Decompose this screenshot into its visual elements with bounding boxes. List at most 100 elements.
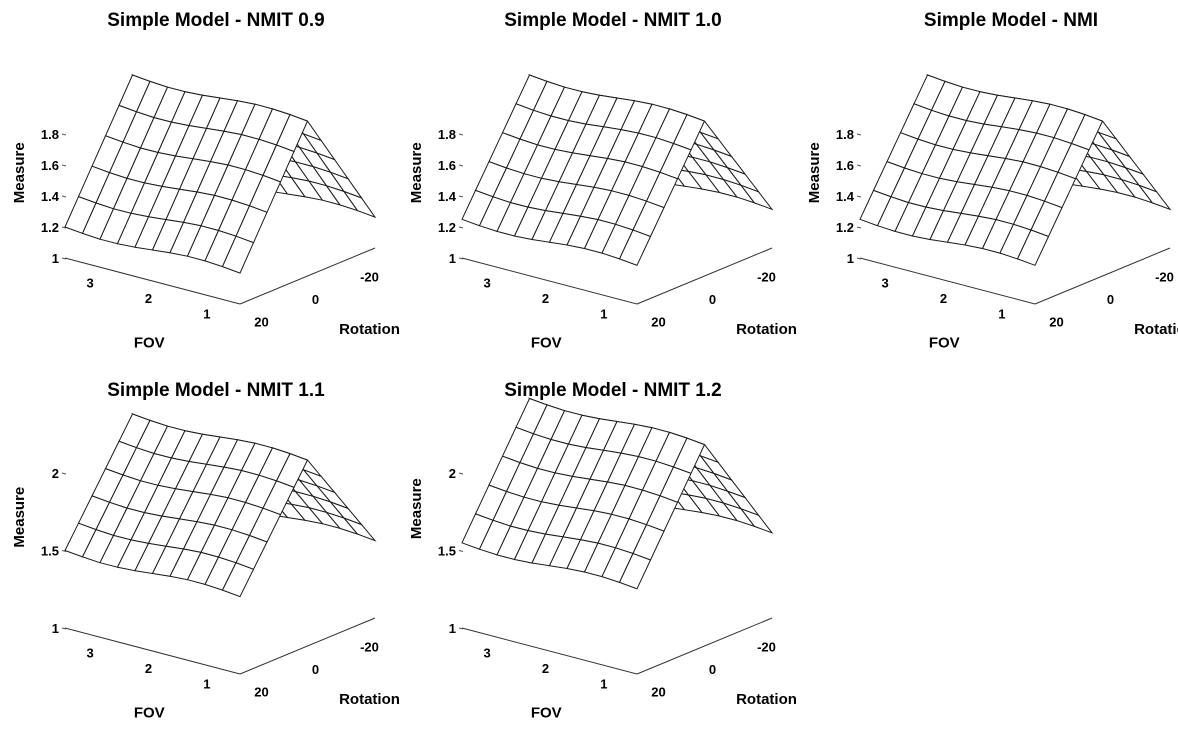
chart-panel-3: Simple Model - NMI 3 2 1 20 0 -20 1 1.2 1.4 1.6 1.8… bbox=[795, 0, 1178, 360]
surface-mesh bbox=[65, 414, 375, 597]
rotation-tick-label: 20 bbox=[651, 684, 665, 699]
surface-plot: Simple Model - NMIT 1.2 3 2 1 20 0 -20 1 1.5 2 FOV… bbox=[397, 370, 789, 730]
rotation-tick-label: -20 bbox=[757, 270, 776, 285]
fov-axis-label: FOV bbox=[531, 334, 562, 351]
fov-tick-label: 3 bbox=[882, 276, 889, 291]
measure-tick-mark bbox=[62, 196, 66, 197]
measure-axis-label: Measure bbox=[408, 142, 425, 203]
measure-tick-mark bbox=[459, 473, 463, 474]
measure-tick-label: 1.6 bbox=[438, 158, 456, 173]
fov-tick-label: 1 bbox=[600, 306, 607, 321]
chart-panel-1: Simple Model - NMIT 0.9 3 2 1 20 0 -20 1 1.2 1.4 1… bbox=[0, 0, 392, 360]
measure-tick-mark bbox=[857, 227, 861, 228]
measure-tick-mark bbox=[459, 134, 463, 135]
fov-tick-label: 3 bbox=[87, 646, 94, 661]
measure-axis-label: Measure bbox=[11, 487, 28, 548]
rotation-axis-line bbox=[637, 618, 772, 674]
measure-axis-label: Measure bbox=[11, 142, 28, 203]
fov-tick-label: 1 bbox=[203, 306, 210, 321]
measure-axis-label: Measure bbox=[806, 142, 823, 203]
measure-tick-label: 1 bbox=[449, 251, 456, 266]
measure-tick-label: 1.6 bbox=[836, 158, 854, 173]
rotation-axis-line bbox=[1035, 248, 1170, 304]
rotation-axis-line bbox=[240, 618, 375, 674]
rotation-tick-label: 20 bbox=[651, 314, 665, 329]
measure-tick-label: 1.6 bbox=[41, 158, 59, 173]
surface-plot: Simple Model - NMIT 1.0 3 2 1 20 0 -20 1 1.2 1.4 1… bbox=[397, 0, 789, 360]
measure-tick-label: 1.8 bbox=[438, 127, 456, 142]
rotation-tick-label: -20 bbox=[360, 640, 379, 655]
measure-tick-mark bbox=[459, 165, 463, 166]
measure-tick-mark bbox=[62, 473, 66, 474]
measure-tick-label: 1 bbox=[52, 251, 59, 266]
fov-tick-label: 3 bbox=[484, 276, 491, 291]
rotation-tick-label: 20 bbox=[254, 684, 268, 699]
surface-mesh bbox=[462, 399, 772, 589]
surface-mesh bbox=[860, 75, 1170, 265]
measure-tick-label: 1.2 bbox=[836, 220, 854, 235]
fov-tick-label: 3 bbox=[87, 276, 94, 291]
surface-plot: Simple Model - NMIT 0.9321200-2011.21.41… bbox=[0, 0, 392, 360]
measure-tick-mark bbox=[459, 227, 463, 228]
fov-tick-label: 2 bbox=[542, 661, 549, 676]
measure-tick-label: 1.4 bbox=[836, 189, 855, 204]
rotation-tick-label: 20 bbox=[1049, 314, 1063, 329]
rotation-tick-label: 0 bbox=[709, 662, 716, 677]
fov-tick-label: 2 bbox=[145, 291, 152, 306]
chart-title: Simple Model - NMIT 0.9 bbox=[107, 10, 324, 31]
measure-tick-label: 2 bbox=[52, 466, 59, 481]
measure-tick-label: 2 bbox=[449, 466, 456, 481]
fov-tick-label: 2 bbox=[145, 661, 152, 676]
chart-panel-2: Simple Model - NMIT 1.0 3 2 1 20 0 -20 1 1.2 1.4 1… bbox=[397, 0, 789, 360]
measure-tick-label: 1.5 bbox=[41, 544, 59, 559]
measure-tick-label: 1.4 bbox=[438, 189, 457, 204]
measure-tick-label: 1 bbox=[847, 251, 854, 266]
measure-tick-label: 1.4 bbox=[41, 189, 60, 204]
measure-tick-mark bbox=[459, 551, 463, 552]
fov-axis-label: FOV bbox=[929, 334, 960, 351]
measure-tick-mark bbox=[62, 165, 66, 166]
measure-tick-label: 1 bbox=[449, 621, 456, 636]
fov-axis-label: FOV bbox=[531, 704, 562, 721]
fov-tick-label: 2 bbox=[542, 291, 549, 306]
fov-axis-label: FOV bbox=[134, 334, 165, 351]
rotation-axis-label: Rotation bbox=[1134, 321, 1178, 338]
fov-tick-label: 1 bbox=[998, 306, 1005, 321]
measure-axis-label: Measure bbox=[408, 478, 425, 539]
chart-title: Simple Model - NMIT 1.2 bbox=[504, 380, 721, 401]
rotation-axis-label: Rotation bbox=[736, 321, 797, 338]
measure-tick-label: 1 bbox=[52, 621, 59, 636]
rotation-tick-label: 20 bbox=[254, 314, 268, 329]
chart-title: Simple Model - NMIT 1.1 bbox=[107, 380, 325, 401]
measure-tick-mark bbox=[857, 134, 861, 135]
measure-tick-label: 1.8 bbox=[836, 127, 854, 142]
rotation-tick-label: 0 bbox=[312, 292, 319, 307]
measure-tick-mark bbox=[459, 196, 463, 197]
rotation-tick-label: -20 bbox=[1155, 270, 1174, 285]
fov-axis-label: FOV bbox=[134, 704, 165, 721]
measure-tick-label: 1.5 bbox=[438, 544, 456, 559]
rotation-axis-line bbox=[240, 248, 375, 304]
measure-tick-label: 1.2 bbox=[438, 220, 456, 235]
chart-title: Simple Model - NMI bbox=[924, 10, 1098, 31]
surface-plot: Simple Model - NMIT 1.1 3 2 1 20 0 -20 1 1.5 2 FOV… bbox=[0, 370, 392, 730]
fov-tick-label: 1 bbox=[203, 676, 210, 691]
surface-plot: Simple Model - NMI 3 2 1 20 0 -20 1 1.2 1.4 1.6 1.8… bbox=[795, 0, 1178, 360]
fov-tick-label: 2 bbox=[940, 291, 947, 306]
measure-tick-label: 1.2 bbox=[41, 220, 59, 235]
rotation-tick-label: 0 bbox=[709, 292, 716, 307]
rotation-tick-label: 0 bbox=[1107, 292, 1114, 307]
rotation-axis-label: Rotation bbox=[339, 321, 400, 338]
surface-mesh bbox=[462, 75, 772, 265]
rotation-axis-line bbox=[637, 248, 772, 304]
fov-tick-label: 1 bbox=[600, 676, 607, 691]
rotation-axis-label: Rotation bbox=[339, 691, 400, 708]
rotation-axis-label: Rotation bbox=[736, 691, 797, 708]
measure-tick-mark bbox=[62, 134, 66, 135]
measure-tick-mark bbox=[857, 196, 861, 197]
chart-panel-4: Simple Model - NMIT 1.1 3 2 1 20 0 -20 1 1.5 2 FOV… bbox=[0, 370, 392, 730]
fov-tick-label: 3 bbox=[484, 646, 491, 661]
measure-tick-label: 1.8 bbox=[41, 127, 59, 142]
chart-title: Simple Model - NMIT 1.0 bbox=[504, 10, 721, 31]
chart-panel-5: Simple Model - NMIT 1.2 3 2 1 20 0 -20 1 1.5 2 FOV… bbox=[397, 370, 789, 730]
